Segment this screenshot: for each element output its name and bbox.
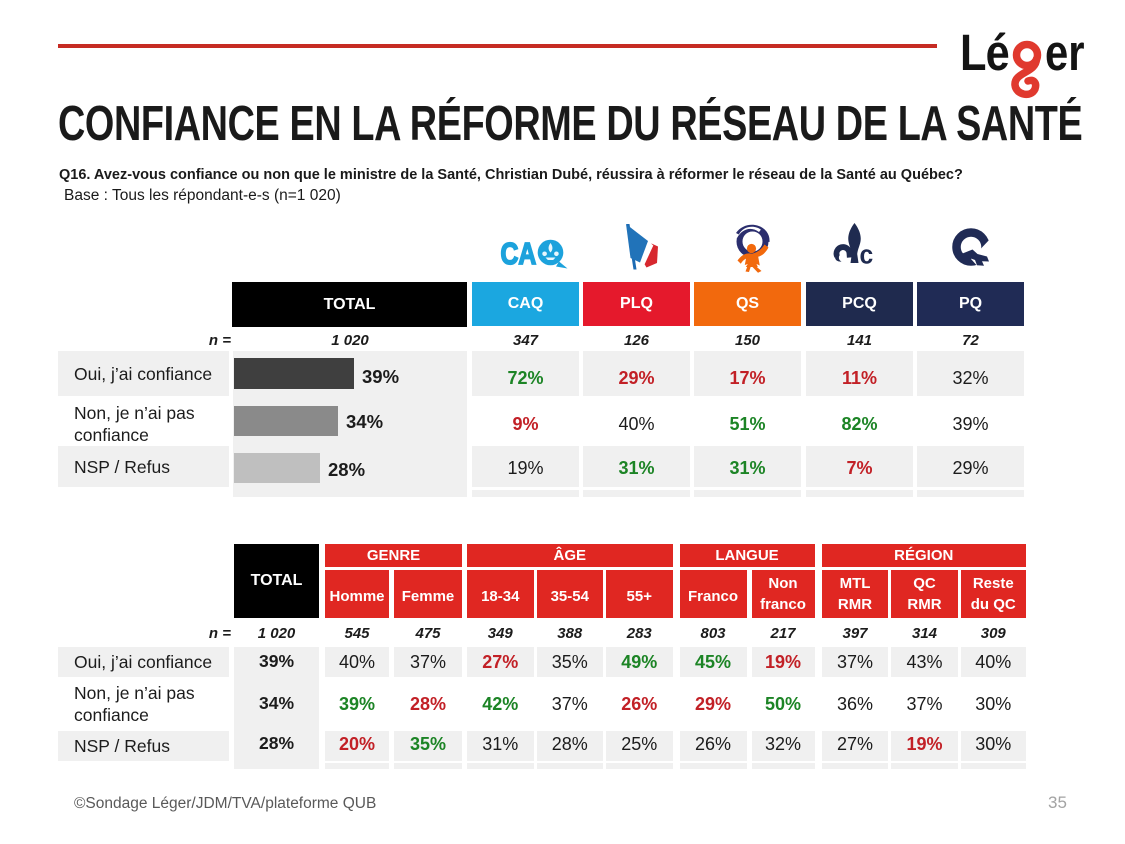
svg-text:c: c bbox=[860, 241, 874, 268]
svg-text:CA: CA bbox=[501, 238, 537, 271]
